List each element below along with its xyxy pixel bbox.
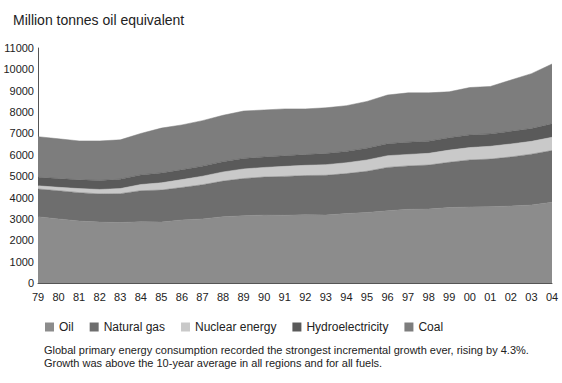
svg-text:79: 79 (32, 291, 44, 303)
svg-text:91: 91 (279, 291, 291, 303)
svg-text:03: 03 (525, 291, 537, 303)
svg-text:5000: 5000 (10, 170, 34, 182)
svg-text:Nuclear energy: Nuclear energy (195, 320, 276, 334)
svg-text:00: 00 (464, 291, 476, 303)
svg-text:95: 95 (361, 291, 373, 303)
svg-text:94: 94 (340, 291, 352, 303)
svg-text:Million tonnes oil equivalent: Million tonnes oil equivalent (13, 12, 184, 28)
svg-text:90: 90 (258, 291, 270, 303)
svg-text:0: 0 (28, 277, 34, 289)
svg-text:96: 96 (381, 291, 393, 303)
svg-text:Global primary energy consumpt: Global primary energy consumption record… (44, 344, 532, 356)
svg-text:81: 81 (73, 291, 85, 303)
svg-text:86: 86 (176, 291, 188, 303)
svg-text:4000: 4000 (10, 192, 34, 204)
svg-text:Growth was above the 10-year a: Growth was above the 10-year average in … (44, 357, 382, 369)
svg-text:99: 99 (443, 291, 455, 303)
svg-text:Hydroelectricity: Hydroelectricity (306, 320, 388, 334)
svg-text:80: 80 (52, 291, 64, 303)
svg-text:85: 85 (155, 291, 167, 303)
svg-text:92: 92 (299, 291, 311, 303)
svg-text:98: 98 (423, 291, 435, 303)
svg-text:88: 88 (217, 291, 229, 303)
svg-text:11000: 11000 (4, 42, 34, 54)
svg-text:04: 04 (546, 291, 558, 303)
svg-text:84: 84 (135, 291, 147, 303)
svg-text:89: 89 (237, 291, 249, 303)
svg-text:83: 83 (114, 291, 126, 303)
svg-text:93: 93 (320, 291, 332, 303)
svg-text:Coal: Coal (418, 320, 443, 334)
svg-text:97: 97 (402, 291, 414, 303)
svg-text:Oil: Oil (59, 320, 74, 334)
svg-text:Natural gas: Natural gas (104, 320, 165, 334)
svg-text:82: 82 (94, 291, 106, 303)
svg-text:02: 02 (505, 291, 517, 303)
svg-text:01: 01 (484, 291, 496, 303)
svg-text:10000: 10000 (3, 63, 34, 75)
svg-text:3000: 3000 (10, 213, 34, 225)
svg-text:9000: 9000 (10, 85, 34, 97)
svg-text:2000: 2000 (10, 234, 34, 246)
svg-text:87: 87 (196, 291, 208, 303)
svg-text:8000: 8000 (10, 106, 34, 118)
svg-text:6000: 6000 (10, 149, 34, 161)
svg-text:7000: 7000 (10, 127, 34, 139)
svg-text:1000: 1000 (10, 256, 34, 268)
